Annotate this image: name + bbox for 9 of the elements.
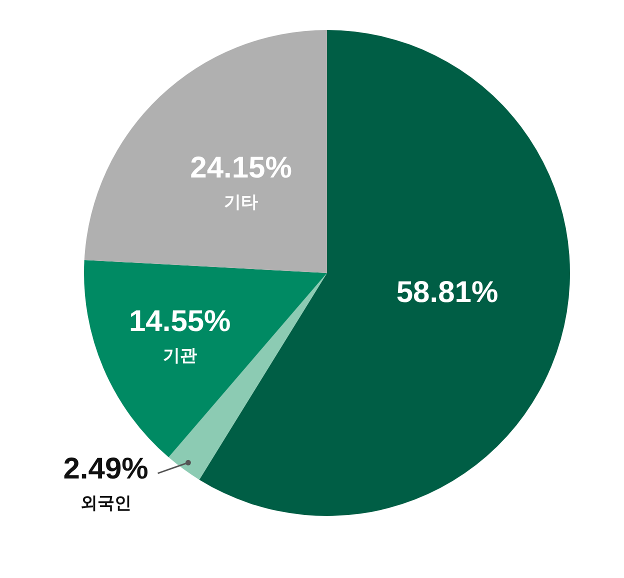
pie-slice bbox=[84, 30, 327, 273]
data-label: 14.55% bbox=[128, 304, 231, 338]
data-label: 24.15% bbox=[190, 151, 292, 184]
slice-label: 기타 bbox=[224, 192, 258, 212]
slice-label: 외국인 bbox=[80, 493, 132, 514]
pie-slice bbox=[84, 260, 327, 458]
data-label: 2.49% bbox=[63, 452, 148, 486]
slice-label: 기관 bbox=[162, 346, 197, 366]
data-label: 58.81% bbox=[396, 276, 498, 310]
